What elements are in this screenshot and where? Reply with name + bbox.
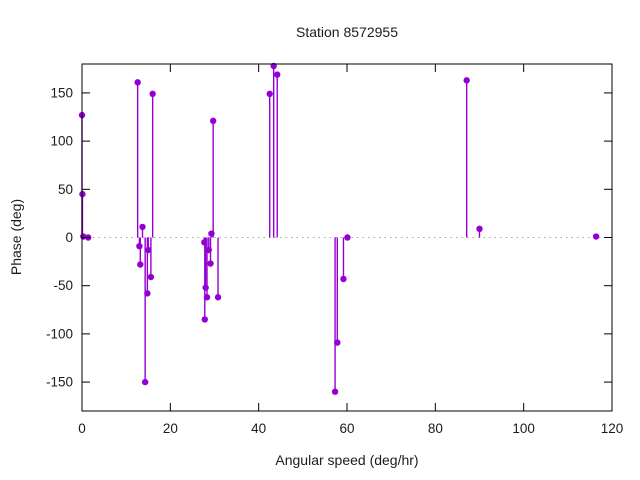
data-point bbox=[214, 294, 222, 301]
x-tick-label: 120 bbox=[601, 421, 624, 436]
x-axis-label: Angular speed (deg/hr) bbox=[275, 452, 419, 468]
x-tick-label: 100 bbox=[512, 421, 535, 436]
y-tick-label: -100 bbox=[46, 326, 73, 341]
y-axis-label: Phase (deg) bbox=[8, 198, 24, 276]
data-point bbox=[139, 223, 146, 231]
data-point bbox=[344, 234, 351, 241]
data-point bbox=[203, 294, 211, 301]
y-tick-label: -150 bbox=[46, 375, 73, 390]
data-point bbox=[592, 233, 600, 240]
data-point bbox=[147, 273, 155, 281]
x-tick-label: 60 bbox=[339, 421, 354, 436]
data-point bbox=[137, 261, 144, 268]
x-tick-label: 40 bbox=[251, 421, 266, 436]
data-point bbox=[208, 230, 215, 237]
data-point bbox=[134, 79, 141, 86]
chart-title: Station 8572955 bbox=[296, 24, 398, 40]
data-point bbox=[201, 239, 208, 246]
data-point bbox=[149, 90, 156, 98]
y-tick-label: -50 bbox=[53, 278, 73, 293]
y-tick-label: 0 bbox=[65, 230, 73, 245]
data-point bbox=[144, 290, 151, 297]
data-point bbox=[340, 275, 347, 283]
data-point bbox=[274, 71, 281, 78]
data-point bbox=[209, 117, 217, 125]
x-tick-label: 80 bbox=[428, 421, 443, 436]
data-point bbox=[202, 284, 209, 291]
data-point bbox=[476, 225, 483, 233]
y-tick-label: 100 bbox=[50, 134, 73, 149]
data-point bbox=[205, 246, 212, 254]
data-point bbox=[136, 242, 143, 250]
x-tick-label: 0 bbox=[78, 421, 86, 436]
data-point bbox=[207, 260, 214, 267]
data-point bbox=[145, 246, 152, 254]
data-point bbox=[266, 90, 273, 98]
y-tick-label: 50 bbox=[58, 182, 73, 197]
data-point bbox=[201, 316, 208, 323]
data-point bbox=[463, 77, 470, 84]
x-tick-label: 20 bbox=[163, 421, 178, 436]
y-tick-label: 150 bbox=[50, 85, 73, 100]
data-point bbox=[331, 388, 339, 395]
data-point bbox=[334, 339, 341, 346]
data-point bbox=[141, 378, 149, 386]
